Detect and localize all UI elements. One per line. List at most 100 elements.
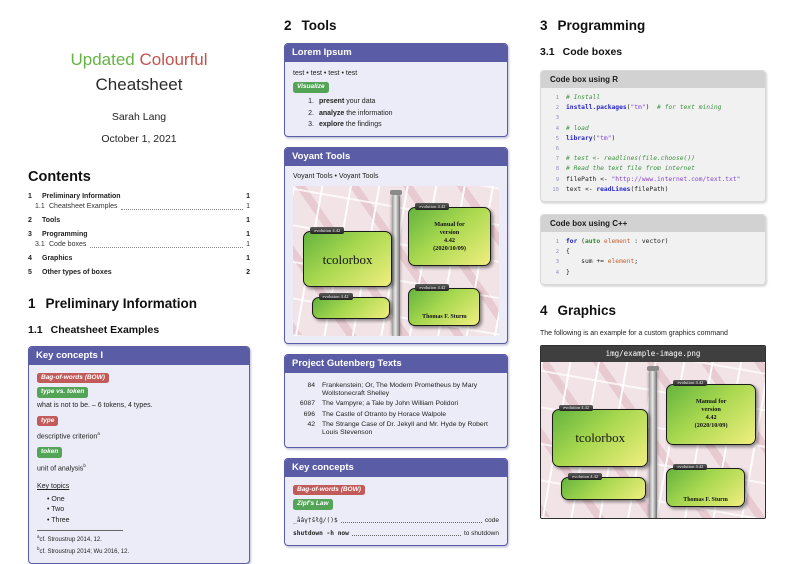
code-line: 3 [549, 113, 757, 123]
glossary-row: _åâγ†ŝłĝ/()$code [293, 516, 499, 525]
code-line: 6 [549, 144, 757, 154]
code-line: 4# load [549, 124, 757, 134]
footnote-b: bcf. Stroustrup 2014; Wu 2016, 12. [37, 545, 241, 557]
code-token: readLines [596, 185, 630, 195]
badge-bag-of-words: Bag-of-words (BOW) [293, 485, 365, 496]
code-token: "tm" [630, 103, 645, 113]
box-title: Project Gutenberg Texts [285, 355, 507, 373]
code-token: element [600, 237, 630, 247]
title-word-updated: Updated [70, 50, 134, 69]
title-line-2: Cheatsheet [28, 75, 250, 95]
key-concepts-1-box: Key concepts I Bag-of-words (BOW) type v… [28, 346, 250, 564]
code-token: "tm" [596, 134, 611, 144]
list-item: 1.present your data [305, 97, 499, 106]
tcolorbox-label: tcolorbox [323, 255, 373, 264]
box-body: Voyant Tools • Voyant Tools evolution 4.… [285, 166, 507, 343]
token-definition: unit of analysisb [37, 461, 241, 473]
code-token: text <- [566, 185, 596, 195]
box-version-strip: evolution 4.42 [673, 464, 707, 471]
left-column: Updated Colourful Cheatsheet Sarah Lang … [28, 0, 250, 564]
numbered-list: 1.present your data 2.analyze the inform… [293, 97, 499, 129]
box-body: Bag-of-words (BOW) Zipf's Law _åâγ†ŝłĝ/(… [285, 477, 507, 545]
box-version-strip: evolution 4.42 [310, 227, 344, 234]
code-line: 2{ [549, 247, 757, 257]
test-items-line: test • test • test • test [293, 69, 499, 78]
code-line: 4} [549, 268, 757, 278]
voyant-links-line[interactable]: Voyant Tools • Voyant Tools [293, 172, 499, 181]
code-token: filePath <- [566, 175, 612, 185]
box-title: Key concepts [285, 459, 507, 477]
tcolorbox-label: tcolorbox [575, 430, 625, 446]
type-definition: descriptive criteriona [37, 429, 241, 441]
key-topics-label: Key topics [37, 482, 241, 491]
document-title-block: Updated Colourful Cheatsheet Sarah Lang … [28, 50, 250, 145]
code-token: # load [566, 124, 589, 134]
code-token: for [566, 237, 577, 247]
tcolorbox-bottom-box: evolution 4.42 [561, 477, 646, 499]
code-line: 7# test <- readlines(file.choose()) [549, 154, 757, 164]
box-version-strip: evolution 4.42 [673, 380, 707, 387]
code-token: (filePath) [630, 185, 668, 195]
code-token: : vector) [630, 237, 668, 247]
voyant-tools-box: Voyant Tools Voyant Tools • Voyant Tools… [284, 147, 508, 344]
code-line: 1# Install [549, 93, 757, 103]
code-token: sum += [566, 257, 608, 267]
code-token: library [566, 134, 593, 144]
voyant-example-image: evolution 4.42 evolution 4.42 tcolorbox e… [293, 186, 499, 336]
code-token: ( [577, 237, 585, 247]
box-version-strip: evolution 4.42 [319, 293, 353, 300]
author-text: Thomas F. Sturm [683, 497, 728, 506]
code-line: 3 sum += element; [549, 257, 757, 267]
title-line-1: Updated Colourful [28, 50, 250, 70]
code-token: ) [646, 103, 657, 113]
key-concepts-2-box: Key concepts Bag-of-words (BOW) Zipf's L… [284, 458, 508, 546]
code-token: # Read the text file from internet [566, 164, 695, 174]
code-box-title: Code box using C++ [541, 215, 765, 232]
box-version-strip: evolution 4.42 [415, 203, 449, 210]
tcolorbox-pole [392, 194, 400, 336]
manual-text: Manual for version 4.42 (2020/10/09) [433, 221, 466, 253]
key-topics-list: One Two Three [37, 493, 241, 526]
badge-type: type [37, 416, 58, 427]
author-text: Thomas F. Sturm [422, 313, 467, 325]
box-title: Lorem Ipsum [285, 44, 507, 62]
list-item: Three [47, 516, 241, 525]
graphics-caption: The following is an example for a custom… [540, 330, 766, 337]
badge-token: token [37, 447, 62, 458]
image-filename: img/example-image.png [541, 346, 765, 362]
tcolorbox-manual-box: evolution 4.42 Manual for version 4.42 (… [408, 207, 490, 266]
badge-zipfs-law: Zipf's Law [293, 499, 333, 510]
code-token: ; [634, 257, 638, 267]
box-title: Key concepts I [29, 347, 249, 365]
box-body: Bag-of-words (BOW) type vs. token what i… [29, 365, 249, 564]
footnote-a: acf. Stroustrup 2014, 12. [37, 533, 241, 545]
code-box-title: Code box using R [541, 71, 765, 88]
code-token: { [566, 247, 570, 257]
footnote-rule [37, 530, 123, 531]
